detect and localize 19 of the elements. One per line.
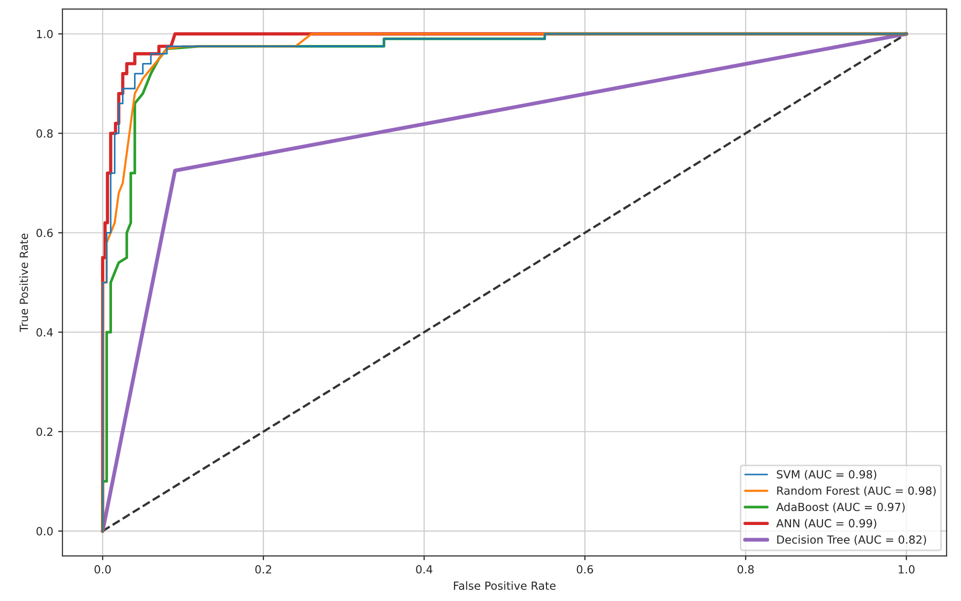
x-tick-label: 0.4 <box>416 565 432 574</box>
y-tick-label: 1.0 <box>36 30 53 38</box>
legend-label: ANN (AUC = 0.99) <box>776 518 876 529</box>
y-tick-label: 0.6 <box>36 228 53 238</box>
legend-label: SVM (AUC = 0.98) <box>776 470 876 480</box>
legend-label: Random Forest (AUC = 0.98) <box>777 486 936 496</box>
y-tick-label: 0.0 <box>36 527 53 536</box>
x-tick-label: 0.6 <box>576 565 594 574</box>
x-tick-label: 0.0 <box>94 565 111 574</box>
x-tick-label: 0.8 <box>738 565 754 574</box>
y-axis-title: True Positive Rate <box>19 234 28 332</box>
y-tick-label: 0.4 <box>36 328 53 337</box>
x-tick-label: 0.2 <box>255 565 272 574</box>
x-tick-label: 1.0 <box>898 565 914 574</box>
x-axis-title: False Positive Rate <box>454 581 556 590</box>
y-tick-label: 0.8 <box>36 129 53 138</box>
y-tick-label: 0.2 <box>36 428 52 436</box>
legend-label: Decision Tree (AUC = 0.82) <box>777 535 926 546</box>
legend-label: AdaBoost (AUC = 0.97) <box>776 502 905 512</box>
